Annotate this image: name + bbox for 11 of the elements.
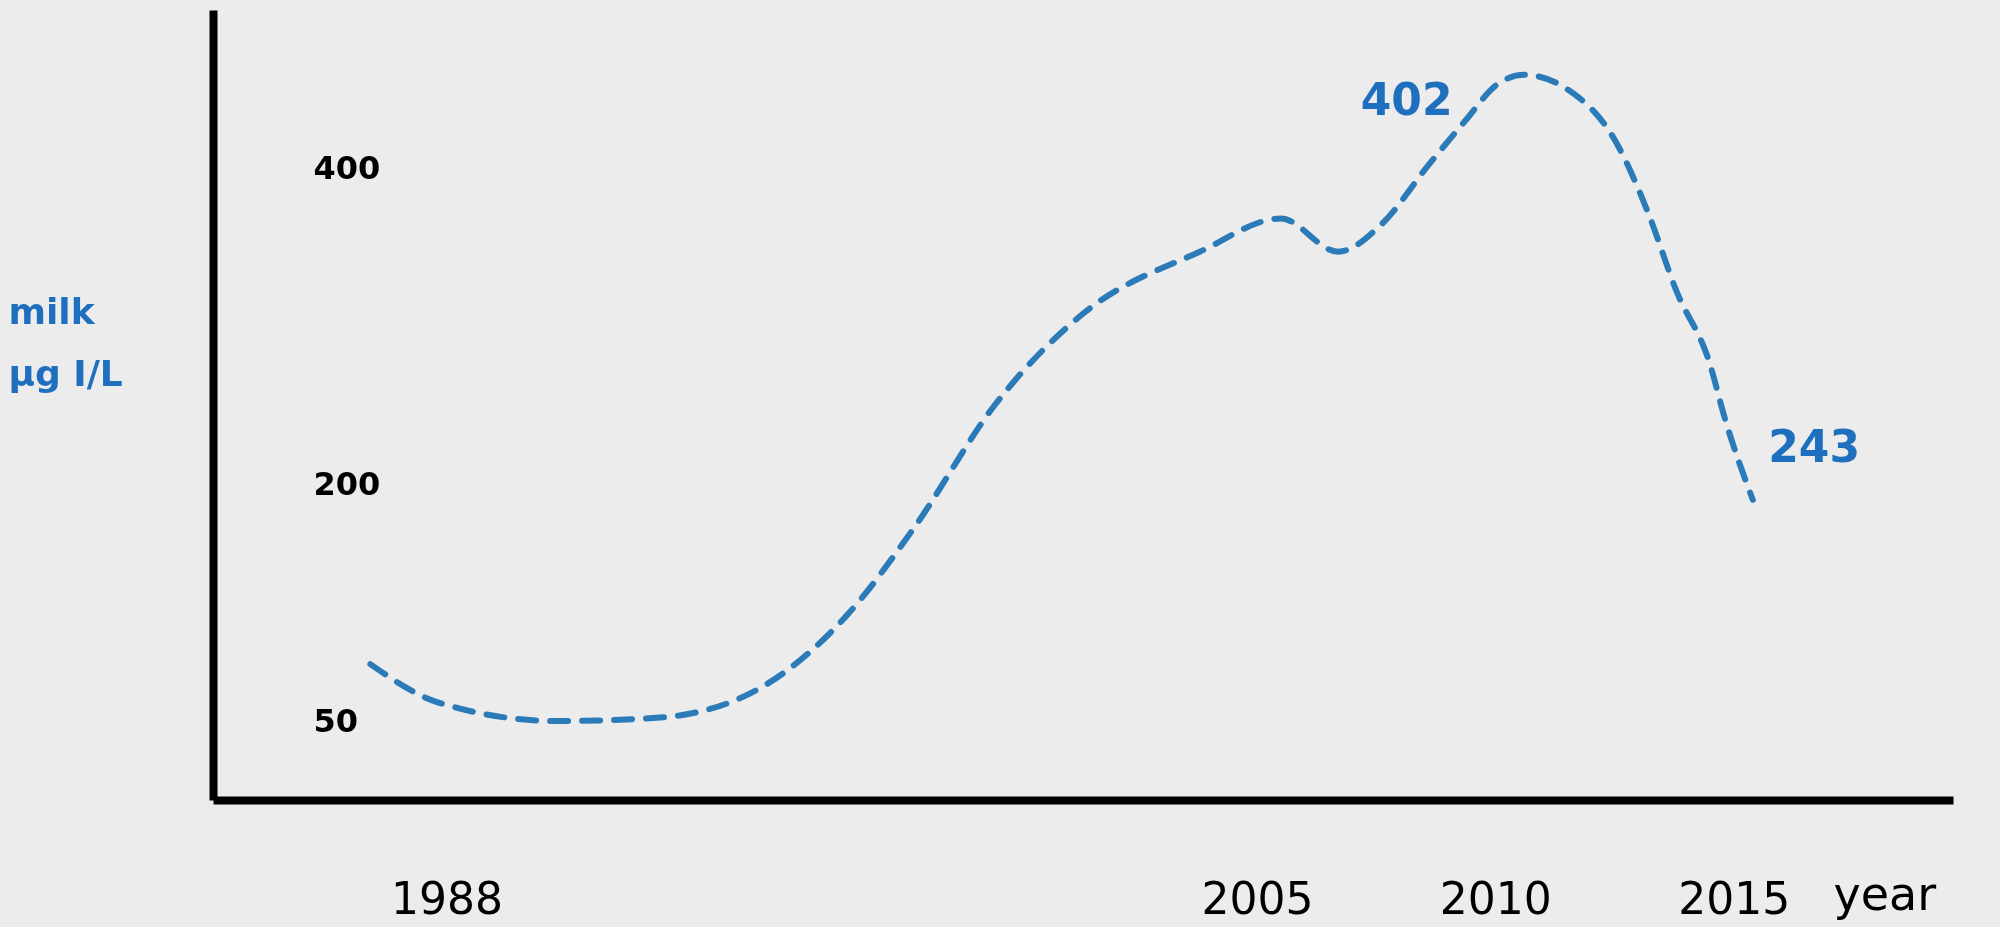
x-tick-label: 1988 [391, 872, 504, 924]
y-tick-label: 200 [313, 464, 381, 503]
x-tick-label: 2015 [1678, 872, 1791, 924]
annotation: 402 [1360, 73, 1453, 125]
y-tick-label: 400 [313, 148, 381, 187]
x-axis-title: year [1833, 866, 1937, 921]
annotation: 243 [1768, 421, 1861, 473]
x-tick-label: 2005 [1201, 872, 1314, 924]
y-tick-label: 50 [313, 701, 359, 740]
x-tick-label: 2010 [1439, 872, 1552, 924]
y-axis-title: milk μg I/L [8, 290, 123, 394]
